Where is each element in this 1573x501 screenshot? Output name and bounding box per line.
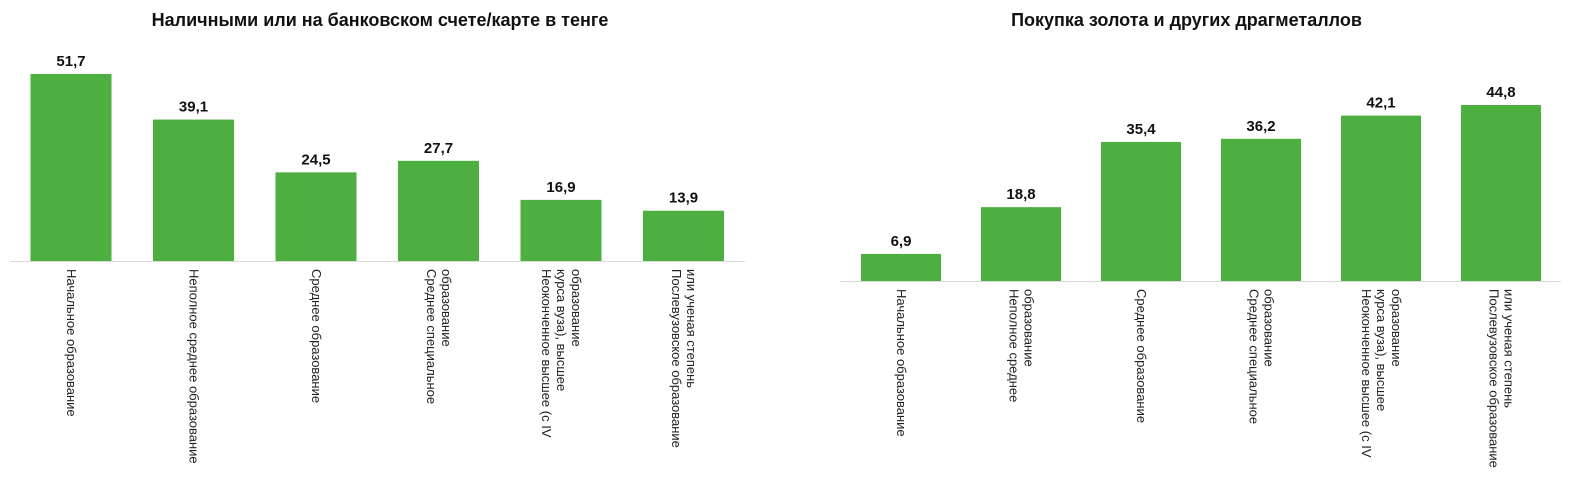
- tick-label: Начальное образование: [894, 289, 909, 437]
- data-label: 18,8: [1006, 186, 1035, 203]
- tick-label: Среднее специальное образование: [1247, 289, 1277, 424]
- data-label: 16,9: [546, 179, 575, 196]
- tick-label: Среднее образование: [1134, 289, 1149, 423]
- tick-label-line: или ученая степень: [684, 269, 699, 388]
- chart-left: Наличными или на банковском счете/карте …: [0, 0, 760, 501]
- data-label: 39,1: [179, 99, 208, 116]
- tick-label-line: Начальное образование: [64, 269, 79, 417]
- bar: [643, 210, 724, 261]
- tick-label: Послевузовское образование или ученая сте…: [1487, 289, 1517, 468]
- tick-label: Неполное среднее образование: [187, 269, 202, 464]
- tick-label-line: Неоконченное высшее (с IV: [539, 269, 554, 438]
- tick-label-line: Послевузовское образование: [1487, 289, 1502, 468]
- tick-label-line: образование: [1389, 289, 1404, 367]
- tick-label-line: Неполное среднее образование: [187, 269, 202, 464]
- data-label: 42,1: [1366, 95, 1395, 112]
- tick-label-line: образование: [569, 269, 584, 347]
- tick-label: Среднее специальное образование: [424, 269, 454, 404]
- data-label: 13,9: [669, 190, 698, 207]
- tick-label: Неполное среднее образование: [1007, 289, 1037, 402]
- bar: [1101, 141, 1181, 281]
- tick-label: Неоконченное высшее (с IV курса вуза), вы…: [539, 269, 584, 438]
- bar: [520, 199, 602, 261]
- tick-label-line: образование: [1262, 289, 1277, 367]
- chart-right: Покупка золота и других драгметаллов 6,9…: [800, 0, 1573, 501]
- chart-svg-right: 6,9 Начальное образование 18,8 Неполное сре…: [840, 84, 1561, 468]
- tick-label-line: Неоконченное высшее (с IV: [1359, 289, 1374, 458]
- chart-svg-left: 51,7 Начальное образование 39,1 Неполное ср…: [10, 53, 745, 464]
- tick-label-line: Среднее образование: [1134, 289, 1149, 423]
- bar: [30, 74, 112, 261]
- tick-label-line: образование: [1022, 289, 1037, 367]
- tick-label-line: Послевузовское образование: [669, 269, 684, 448]
- data-label: 44,8: [1486, 84, 1515, 101]
- data-label: 35,4: [1126, 121, 1156, 138]
- bar: [1461, 105, 1541, 281]
- tick-label: Послевузовское образование или ученая сте…: [669, 269, 699, 448]
- tick-label-line: курса вуза), высшее: [1374, 289, 1389, 411]
- tick-label-line: Среднее образование: [309, 269, 324, 403]
- chart-title: Покупка золота и других драгметаллов: [1011, 10, 1362, 30]
- bar: [398, 160, 479, 261]
- tick-label-line: Среднее специальное: [424, 269, 439, 404]
- bar: [861, 253, 941, 281]
- data-label: 27,7: [424, 140, 453, 157]
- bar: [1221, 138, 1301, 281]
- data-label: 6,9: [891, 233, 912, 250]
- tick-label-line: курса вуза), высшее: [554, 269, 569, 391]
- tick-label-line: Начальное образование: [894, 289, 909, 437]
- tick-label-line: или ученая степень: [1502, 289, 1517, 408]
- tick-label-line: Неполное среднее: [1007, 289, 1022, 402]
- data-label: 51,7: [56, 53, 85, 70]
- tick-label: Среднее образование: [309, 269, 324, 403]
- tick-label-line: образование: [439, 269, 454, 347]
- bar: [981, 207, 1061, 281]
- bar: [1341, 115, 1421, 281]
- tick-label-line: Среднее специальное: [1247, 289, 1262, 424]
- bar: [153, 119, 234, 262]
- data-label: 24,5: [301, 151, 330, 168]
- tick-label: Неоконченное высшее (с IV курса вуза), вы…: [1359, 289, 1404, 458]
- data-label: 36,2: [1246, 118, 1275, 135]
- tick-label: Начальное образование: [64, 269, 79, 417]
- bar: [275, 172, 357, 261]
- chart-title: Наличными или на банковском счете/карте …: [151, 10, 609, 30]
